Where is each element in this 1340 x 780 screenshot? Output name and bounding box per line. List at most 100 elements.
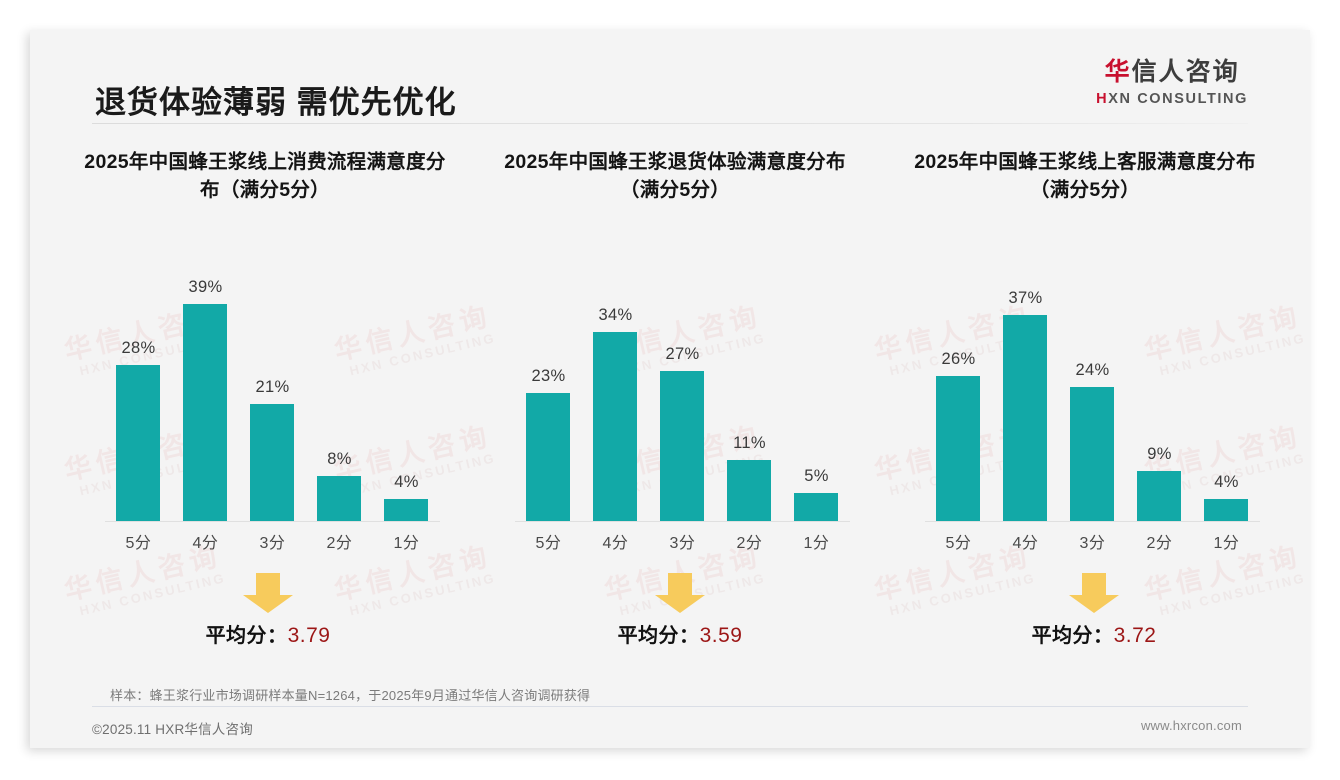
average-score-text: 平均分：3.79 <box>66 619 470 648</box>
bar[interactable] <box>1204 499 1249 521</box>
x-axis-tick: 5分 <box>125 535 152 552</box>
bar[interactable] <box>727 460 772 521</box>
bar-value-label: 26% <box>941 350 976 368</box>
bar-slot: 39% <box>174 268 238 521</box>
chart-panel-return-experience: 2025年中国蜂王浆退货体验满意度分布（满分5分） 23% 34% 27% <box>470 148 880 668</box>
bar-group: 23% 34% 27% 11% <box>515 268 850 522</box>
bar-slot: 37% <box>994 268 1058 521</box>
bar[interactable] <box>317 476 362 521</box>
chart-title: 2025年中国蜂王浆线上消费流程满意度分布（满分5分） <box>84 151 446 202</box>
down-arrow-icon <box>243 573 293 613</box>
average-score-value: 3.79 <box>287 624 331 647</box>
average-score-label: 平均分： <box>1031 625 1114 647</box>
footer-divider <box>92 706 1248 707</box>
bar-value-label: 37% <box>1008 289 1043 307</box>
bar[interactable] <box>183 304 228 521</box>
copyright-text: ©2025.11 HXR华信人咨询 <box>92 722 253 737</box>
chart-title: 2025年中国蜂王浆退货体验满意度分布（满分5分） <box>504 151 846 202</box>
bar-value-label: 27% <box>665 345 700 363</box>
x-axis-tick: 4分 <box>192 535 219 552</box>
bar-slot: 27% <box>651 268 715 521</box>
header-divider <box>92 123 1248 124</box>
chart-plot-area: 26% 37% 24% 9% <box>925 238 1260 558</box>
x-axis-tick: 2分 <box>1146 535 1173 552</box>
average-score-value: 3.59 <box>699 624 743 647</box>
bar[interactable] <box>384 499 429 521</box>
x-axis-tick: 5分 <box>945 535 972 552</box>
bar-value-label: 4% <box>1214 473 1239 491</box>
x-axis-tick: 3分 <box>1079 535 1106 552</box>
bar-group: 26% 37% 24% 9% <box>925 268 1260 522</box>
bar-slot: 21% <box>241 268 305 521</box>
bar[interactable] <box>593 332 638 521</box>
bar-value-label: 28% <box>121 339 156 357</box>
bar-slot: 9% <box>1128 268 1192 521</box>
bar-value-label: 39% <box>188 278 223 296</box>
website-link[interactable]: www.hxrcon.com <box>1140 718 1242 733</box>
bar-slot: 4% <box>375 268 439 521</box>
chart-plot-area: 28% 39% 21% 8% <box>105 238 440 558</box>
bar-value-label: 8% <box>327 450 352 468</box>
average-score-block: 平均分：3.59 <box>470 573 880 648</box>
x-axis-tick: 4分 <box>602 535 629 552</box>
brand-logo-en: HXN CONSULTING <box>1096 92 1248 107</box>
sample-footnote: 样本：蜂王浆行业市场调研样本量N=1264，于2025年9月通过华信人咨询调研获… <box>110 688 591 703</box>
average-score-label: 平均分： <box>205 625 288 647</box>
bar-value-label: 34% <box>598 306 633 324</box>
chart-title: 2025年中国蜂王浆线上客服满意度分布（满分5分） <box>914 151 1256 202</box>
bar-value-label: 24% <box>1075 361 1110 379</box>
average-score-label: 平均分： <box>617 625 700 647</box>
average-score-block: 平均分：3.72 <box>880 573 1290 648</box>
page-title: 退货体验薄弱 需优先优化 <box>95 85 457 120</box>
bar[interactable] <box>794 493 839 521</box>
bar-slot: 5% <box>785 268 849 521</box>
brand-logo-en-rest: XN CONSULTING <box>1108 91 1248 107</box>
x-axis-tick: 2分 <box>736 535 763 552</box>
bar-value-label: 4% <box>394 473 419 491</box>
brand-logo-cn: 华信人咨询 <box>1096 60 1248 85</box>
bar-value-label: 9% <box>1147 445 1172 463</box>
bar[interactable] <box>1070 387 1115 521</box>
bar-value-label: 21% <box>255 378 290 396</box>
bar-group: 28% 39% 21% 8% <box>105 268 440 522</box>
bar-slot: 28% <box>107 268 171 521</box>
chart-panel-customer-service: 2025年中国蜂王浆线上客服满意度分布（满分5分） 26% 37% 24% <box>880 148 1290 668</box>
bar[interactable] <box>660 371 705 521</box>
x-axis-tick: 3分 <box>259 535 286 552</box>
bar-value-label: 23% <box>531 367 566 385</box>
bar-slot: 4% <box>1195 268 1259 521</box>
bar[interactable] <box>526 393 571 521</box>
bar[interactable] <box>1137 471 1182 521</box>
bar-value-label: 5% <box>804 467 829 485</box>
average-score-text: 平均分：3.59 <box>480 619 880 648</box>
bar[interactable] <box>1003 315 1048 521</box>
x-axis-tick: 2分 <box>326 535 353 552</box>
charts-row: 2025年中国蜂王浆线上消费流程满意度分布（满分5分） 28% 39% 21% <box>60 148 1290 668</box>
bar-slot: 11% <box>718 268 782 521</box>
bar-slot: 8% <box>308 268 372 521</box>
x-axis-tick: 1分 <box>393 535 420 552</box>
brand-logo-cn-highlight: 华 <box>1104 58 1132 86</box>
x-axis-tick: 1分 <box>803 535 830 552</box>
x-axis-tick: 4分 <box>1012 535 1039 552</box>
down-arrow-icon <box>655 573 705 613</box>
brand-logo-en-highlight: H <box>1096 91 1109 107</box>
average-score-block: 平均分：3.79 <box>60 573 470 648</box>
chart-plot-area: 23% 34% 27% 11% <box>515 238 850 558</box>
bar[interactable] <box>116 365 161 521</box>
average-score-value: 3.72 <box>1113 624 1157 647</box>
x-axis-labels: 5分 4分 3分 2分 1分 <box>515 524 850 558</box>
slide-footer: ©2025.11 HXR华信人咨询 www.hxrcon.com <box>30 718 1310 748</box>
brand-logo-cn-rest: 信人咨询 <box>1131 58 1240 86</box>
down-arrow-icon <box>1069 573 1119 613</box>
x-axis-tick: 1分 <box>1213 535 1240 552</box>
bar[interactable] <box>250 404 295 521</box>
bar-slot: 23% <box>517 268 581 521</box>
bar[interactable] <box>936 376 981 521</box>
x-axis-tick: 3分 <box>669 535 696 552</box>
bar-slot: 26% <box>927 268 991 521</box>
average-score-text: 平均分：3.72 <box>898 619 1290 648</box>
x-axis-labels: 5分 4分 3分 2分 1分 <box>925 524 1260 558</box>
x-axis-tick: 5分 <box>535 535 562 552</box>
bar-slot: 24% <box>1061 268 1125 521</box>
